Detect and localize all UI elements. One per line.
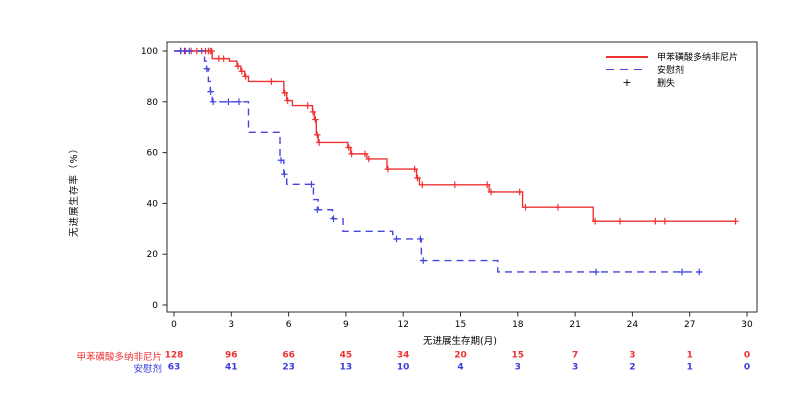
x-tick-label: 6 [286,320,292,330]
risk-count: 2 [629,363,635,373]
risk-count: 63 [168,363,181,373]
risk-count: 13 [340,363,353,373]
y-tick-label: 20 [147,250,159,260]
x-tick-label: 12 [397,320,408,330]
red-solid-line-swatch [604,55,650,58]
x-tick-label: 15 [455,320,466,330]
plus-marker-icon: + [622,75,632,89]
x-tick-label: 0 [171,320,177,330]
risk-count: 45 [340,351,353,361]
legend-label: 删失 [657,79,676,89]
risk-count: 3 [629,351,635,361]
x-tick-label: 27 [684,320,695,330]
y-tick-label: 0 [152,301,158,311]
y-tick-label: 80 [147,98,159,108]
y-axis-title: 无进展生存率（%） [69,142,80,238]
x-tick-label: 24 [627,320,639,330]
risk-row-label-placebo: 安慰剂 [133,364,162,375]
risk-count: 34 [397,351,410,361]
y-tick-label: 40 [147,199,159,209]
legend-item-censored: + 删失 [604,75,738,90]
risk-count: 20 [454,351,467,361]
risk-count: 1 [687,351,693,361]
risk-count: 23 [282,363,295,373]
y-tick-label: 60 [147,149,159,159]
risk-count: 3 [515,363,521,373]
x-tick-label: 21 [569,320,580,330]
x-axis-title: 无进展生存期(月) [423,336,497,347]
legend-label: 甲苯磺酸多纳非尼片 [657,53,739,63]
risk-count: 3 [572,363,578,373]
risk-count: 1 [687,363,693,373]
censor-marks-placebo [177,47,703,276]
risk-count: 15 [512,351,525,361]
legend-item-placebo: 安慰剂 [604,63,738,76]
risk-row-label-donafenib: 甲苯磺酸多纳非尼片 [76,352,162,363]
risk-count: 128 [165,351,184,361]
risk-count: 0 [744,351,750,361]
plot-frame [166,41,758,313]
x-tick-label: 30 [741,320,753,330]
x-tick-label: 3 [228,320,234,330]
risk-count: 10 [397,363,410,373]
risk-count: 0 [744,363,750,373]
risk-count: 96 [225,351,238,361]
y-tick-label: 100 [141,47,158,57]
blue-dashed-line-swatch [604,68,650,71]
legend: 甲苯磺酸多纳非尼片 安慰剂 + 删失 [604,50,738,89]
risk-count: 7 [572,351,578,361]
risk-count: 4 [457,363,463,373]
x-tick-label: 9 [343,320,349,330]
legend-item-donafenib: 甲苯磺酸多纳非尼片 [604,50,738,63]
x-tick-label: 18 [512,320,524,330]
risk-count: 41 [225,363,238,373]
risk-count: 66 [282,351,295,361]
legend-label: 安慰剂 [657,66,685,76]
